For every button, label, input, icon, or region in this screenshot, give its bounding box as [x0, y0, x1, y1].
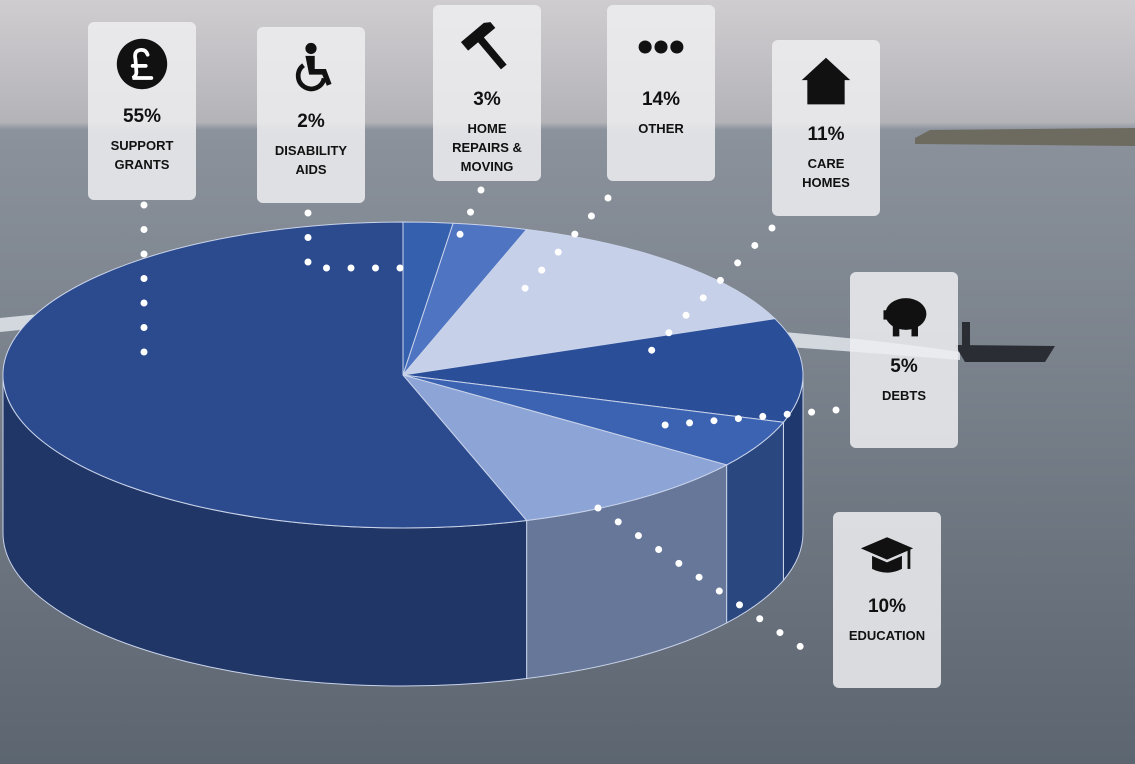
- icon: [883, 298, 927, 337]
- leader-dots: [451, 186, 485, 249]
- category-label: HOME REPAIRS & MOVING: [452, 121, 522, 174]
- label-box: 55% SUPPORT GRANTS: [88, 22, 196, 200]
- icon: [860, 537, 914, 573]
- leader-dots: [304, 209, 416, 272]
- slice-top: [2, 221, 528, 529]
- icon: [801, 57, 851, 105]
- value-label: 10%: [867, 596, 907, 617]
- label-box: 10% EDUCATION: [833, 512, 941, 688]
- value-label: 11%: [807, 124, 845, 145]
- label-box: 14% OTHER: [607, 5, 715, 181]
- category-label: SUPPORT GRANTS: [110, 138, 174, 172]
- slice-top: [401, 228, 776, 376]
- value-label: 2%: [297, 111, 325, 132]
- category-label: DEBTS: [881, 388, 927, 403]
- boat-mast: [962, 322, 970, 346]
- boat: [955, 345, 1055, 362]
- label-box: 3% HOME REPAIRS & MOVING: [433, 5, 541, 181]
- leader-dots: [513, 194, 612, 301]
- slice-top: [401, 374, 728, 522]
- label-box: 2% DISABILITY AIDS: [257, 27, 365, 203]
- category-label: DISABILITY AIDS: [274, 143, 348, 177]
- slice: [2, 221, 528, 687]
- icon: [638, 40, 684, 54]
- category-label: OTHER: [638, 121, 684, 136]
- value-label: 3%: [473, 89, 501, 110]
- icon: [295, 42, 332, 92]
- coastline: [915, 128, 1135, 146]
- label-box: 11% CARE HOMES: [772, 40, 880, 216]
- slice: [401, 374, 728, 680]
- icon: [460, 22, 507, 70]
- icon: [116, 38, 168, 90]
- category-label: EDUCATION: [848, 628, 926, 643]
- value-label: 5%: [890, 356, 918, 377]
- label-box: 5% DEBTS: [850, 272, 958, 448]
- value-label: 14%: [641, 89, 681, 110]
- value-label: 55%: [122, 106, 162, 127]
- category-label: CARE HOMES: [802, 156, 850, 190]
- slice: [401, 228, 776, 376]
